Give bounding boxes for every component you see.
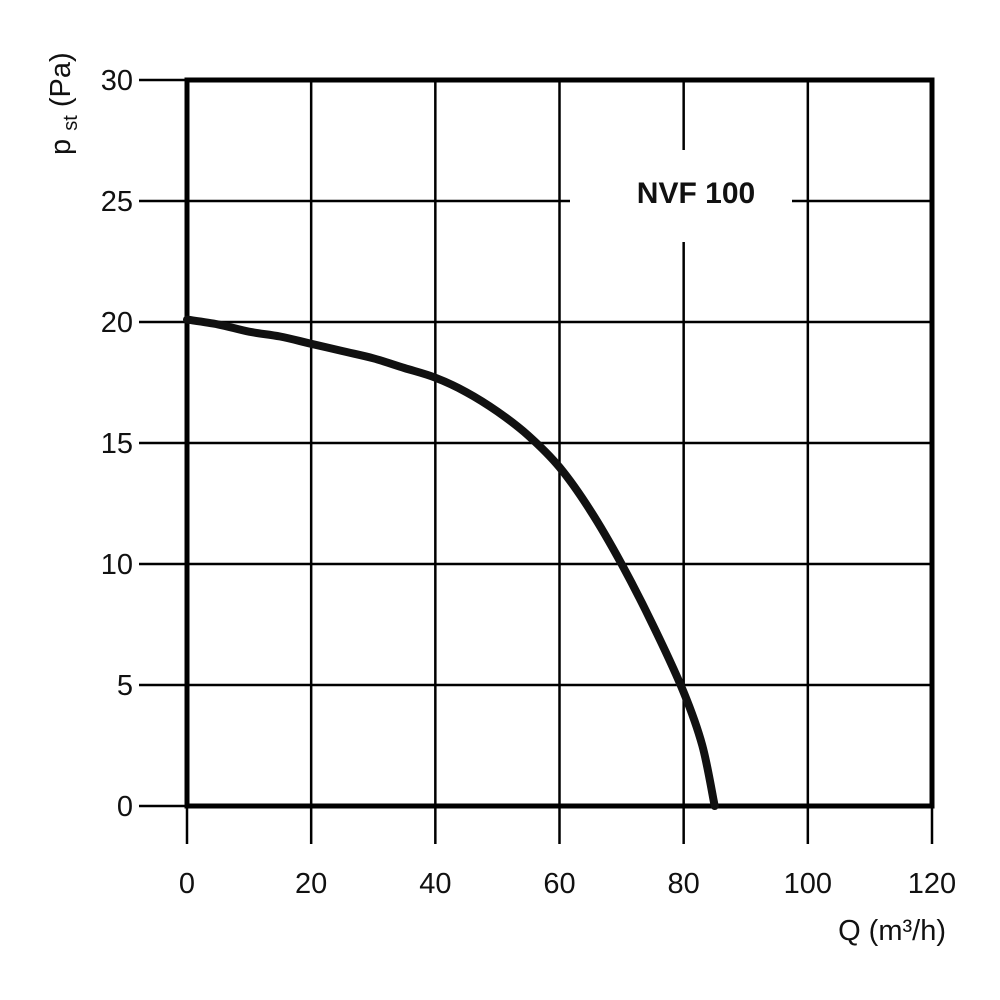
x-tick-label-60: 60 [543, 868, 575, 900]
x-tick-label-40: 40 [419, 868, 451, 900]
x-tick-label-100: 100 [784, 868, 832, 900]
y-axis-label-unit: (Pa) [45, 52, 77, 107]
y-tick-label-15: 15 [101, 428, 133, 460]
y-axis-label-subscript: st [60, 115, 82, 131]
series-line-nvf100 [183, 315, 719, 810]
y-tick-label-5: 5 [117, 670, 133, 702]
x-tick-label-80: 80 [668, 868, 700, 900]
svg-text:p st (Pa): p st (Pa) [45, 52, 84, 155]
x-tick-label-20: 20 [295, 868, 327, 900]
axis-tick-marks [139, 78, 934, 844]
y-axis-label-symbol: p [45, 139, 77, 155]
y-tick-label-25: 25 [101, 186, 133, 218]
x-tick-labels: 0 20 40 60 80 100 120 [179, 868, 956, 900]
y-axis-label: p st (Pa) [45, 52, 84, 155]
y-tick-label-10: 10 [101, 549, 133, 581]
y-tick-label-20: 20 [101, 307, 133, 339]
x-tick-label-120: 120 [908, 868, 956, 900]
y-tick-label-30: 30 [101, 65, 133, 97]
grid-lines [187, 80, 932, 806]
series-label-nvf100: NVF 100 [637, 177, 755, 210]
x-axis-label: Q (m³/h) [838, 915, 946, 947]
y-tick-label-0: 0 [117, 791, 133, 823]
series-label-background [570, 150, 792, 242]
x-tick-label-0: 0 [179, 868, 195, 900]
y-tick-labels: 0 5 10 15 20 25 30 [101, 65, 133, 823]
